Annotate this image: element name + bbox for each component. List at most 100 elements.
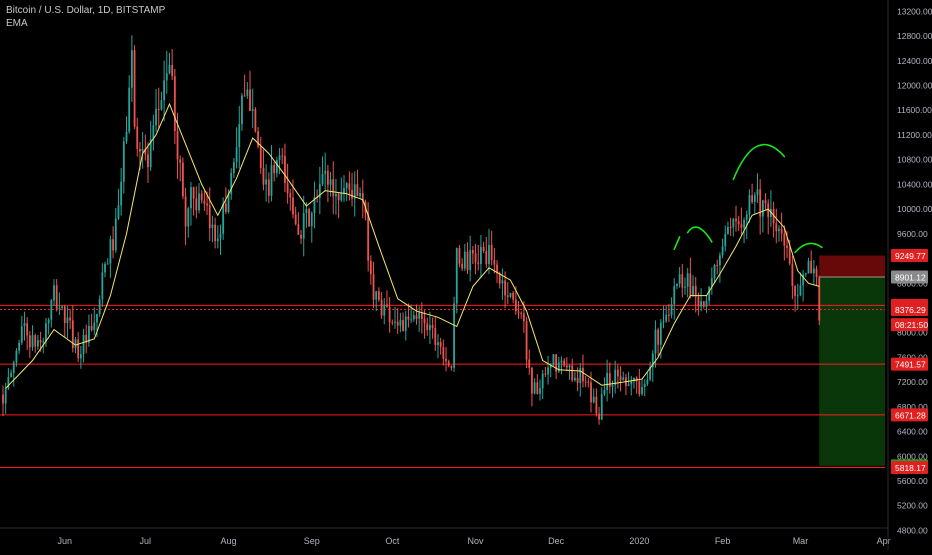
price-axis-tick-label: 4800.00 (897, 525, 928, 535)
position-zone[interactable] (819, 255, 885, 466)
candle (616, 369, 619, 377)
candle (353, 184, 356, 199)
candle (665, 314, 668, 322)
candle (292, 197, 294, 215)
candle (93, 322, 96, 331)
candle (179, 159, 182, 163)
candle (544, 373, 547, 375)
candle (431, 325, 434, 329)
candle (786, 245, 788, 248)
candle (568, 365, 571, 368)
candle (101, 272, 104, 300)
candle (332, 179, 335, 197)
time-axis[interactable]: Jun Jul Aug Sep Oct Nov Dec 2020 Feb Mar Apr (0, 527, 891, 546)
candle (195, 198, 198, 211)
candle (192, 187, 195, 199)
price-axis-tick-label: 11600.00 (897, 105, 932, 115)
candle (42, 341, 45, 343)
green-arc-annotation[interactable] (794, 242, 823, 254)
candle (61, 306, 63, 308)
candle (788, 247, 791, 264)
candle (437, 342, 439, 345)
candle (461, 263, 464, 269)
ema-line (5, 102, 820, 389)
drawing-annotations[interactable] (673, 143, 823, 254)
candle (82, 334, 85, 355)
candle (673, 286, 676, 305)
candle (7, 377, 10, 389)
candle (482, 246, 485, 252)
candle (764, 200, 767, 204)
candle (367, 213, 370, 261)
candle (471, 249, 474, 254)
candle (445, 358, 447, 362)
candle (509, 292, 512, 297)
candle (732, 218, 735, 228)
price-labels: 9249.778901.128443.118376.2908:21:507491… (891, 248, 928, 475)
candle (514, 299, 517, 312)
candle (45, 323, 47, 342)
candle (15, 350, 18, 363)
green-arc-annotation[interactable] (732, 143, 786, 181)
candle (79, 354, 82, 359)
price-label-badge (891, 408, 928, 422)
candle (799, 285, 802, 296)
candle (493, 259, 496, 265)
candle (88, 325, 90, 343)
candle (308, 209, 310, 227)
price-label-badge (891, 318, 928, 332)
candle (321, 173, 324, 185)
time-axis-tick-label: Nov (468, 536, 485, 546)
candle (141, 149, 144, 152)
green-arc-annotation[interactable] (686, 226, 713, 243)
candle (426, 323, 429, 331)
indicator-label[interactable]: EMA (6, 18, 28, 29)
candle (539, 388, 541, 394)
candle (522, 313, 525, 322)
candle (506, 295, 509, 297)
candle (200, 193, 203, 201)
candle (627, 384, 630, 386)
candle (259, 146, 262, 168)
candle (608, 373, 611, 387)
stop-loss-zone[interactable] (819, 255, 885, 278)
price-axis-tick-label: 11200.00 (897, 130, 932, 140)
candle (708, 286, 711, 301)
candle (804, 273, 807, 275)
candle (356, 184, 359, 197)
take-profit-zone[interactable] (819, 277, 885, 466)
candle (606, 373, 609, 390)
candle (230, 172, 233, 194)
time-axis-tick-label: Oct (385, 536, 400, 546)
candle (434, 328, 437, 345)
horizontal-levels[interactable] (0, 304, 885, 469)
candle (407, 316, 410, 320)
price-axis-tick-label: 6800.00 (897, 402, 928, 412)
time-axis-tick-label: Dec (548, 536, 565, 546)
candle (737, 221, 740, 225)
candle (190, 187, 192, 209)
candle (818, 276, 821, 321)
candle (313, 197, 316, 213)
candle (761, 200, 764, 217)
candle (278, 155, 281, 161)
price-label-text: 9249.77 (895, 251, 926, 261)
candle (96, 313, 98, 323)
candle (10, 372, 12, 378)
candle (694, 285, 697, 297)
candle (216, 238, 219, 242)
candle (791, 263, 794, 287)
candle (286, 183, 289, 194)
candle (657, 329, 660, 345)
candle (90, 325, 93, 331)
symbol-title[interactable]: Bitcoin / U.S. Dollar, 1D, BITSTAMP (6, 5, 166, 16)
candle (254, 109, 257, 132)
candle (120, 181, 123, 206)
candle (458, 248, 461, 264)
candle (130, 50, 133, 88)
candle (614, 369, 617, 385)
green-arc-annotation[interactable] (673, 236, 681, 251)
candle (222, 203, 225, 234)
